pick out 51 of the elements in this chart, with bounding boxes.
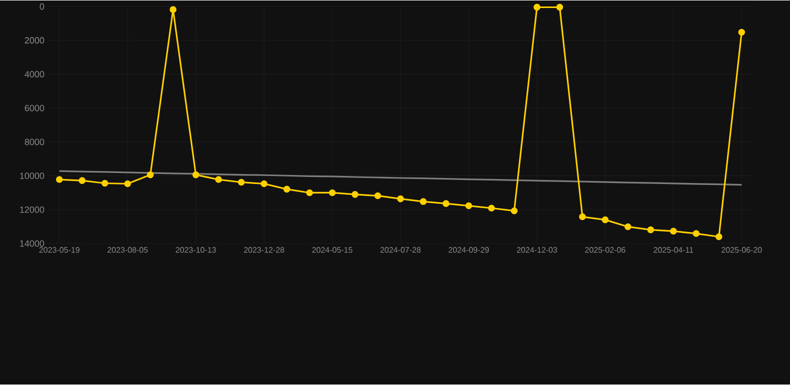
x-tick-label: 2025-02-06 bbox=[585, 247, 626, 253]
x-tick-label: 2023-08-05 bbox=[108, 247, 148, 253]
point bbox=[260, 180, 268, 188]
point bbox=[374, 192, 382, 200]
point bbox=[215, 176, 222, 184]
point bbox=[442, 200, 450, 208]
x-tick-label: 2024-07-28 bbox=[380, 247, 421, 253]
point bbox=[579, 214, 586, 220]
point bbox=[488, 204, 495, 212]
x-tick-label: 2025-04-11 bbox=[654, 247, 694, 253]
x-tick-label: 2024-12-03 bbox=[516, 247, 558, 253]
x-tick-label: 2023-12-28 bbox=[244, 247, 284, 253]
point bbox=[510, 208, 518, 214]
x-tick-label: 2025-06-20 bbox=[722, 247, 762, 253]
point bbox=[283, 186, 290, 193]
y-tick-label: 0 bbox=[40, 4, 44, 10]
point bbox=[738, 29, 746, 36]
point bbox=[397, 196, 404, 202]
x-tick-label: 2024-05-15 bbox=[312, 247, 352, 253]
y-tick-label: 14000 bbox=[20, 240, 44, 247]
y-tick-label: 2000 bbox=[24, 37, 44, 44]
point bbox=[715, 234, 722, 240]
y-tick-label: 6000 bbox=[24, 105, 44, 112]
point bbox=[101, 180, 108, 187]
point bbox=[306, 190, 313, 196]
point bbox=[192, 172, 200, 178]
point bbox=[465, 202, 472, 210]
point bbox=[624, 224, 632, 230]
x-tick-label: 2023-05-19 bbox=[39, 247, 80, 253]
x-tick-label: 2024-09-29 bbox=[448, 247, 489, 253]
point bbox=[170, 6, 176, 14]
point bbox=[420, 198, 427, 206]
y-tick-label: 10000 bbox=[20, 172, 44, 180]
point bbox=[78, 177, 86, 184]
point bbox=[692, 230, 700, 238]
y-tick-label: 12000 bbox=[20, 206, 44, 214]
point bbox=[556, 4, 564, 11]
y-tick-label: 4000 bbox=[24, 71, 44, 78]
point bbox=[352, 191, 358, 198]
point bbox=[56, 176, 63, 184]
y-tick-label: 8000 bbox=[24, 138, 44, 146]
point bbox=[328, 190, 336, 196]
x-tick-label: 2023-10-13 bbox=[176, 247, 216, 253]
point bbox=[124, 180, 131, 188]
point bbox=[534, 4, 540, 11]
point bbox=[670, 228, 677, 235]
point bbox=[647, 226, 654, 234]
point bbox=[602, 216, 609, 224]
point bbox=[238, 179, 245, 186]
line-series bbox=[58, 170, 742, 186]
point bbox=[146, 172, 154, 178]
